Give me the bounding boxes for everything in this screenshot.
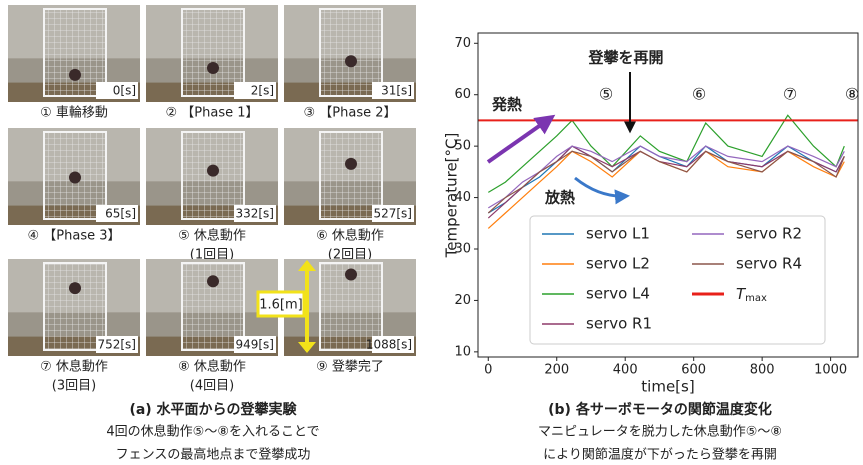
x-tick-label: 400: [613, 363, 638, 378]
legend-label: servo R4: [736, 255, 802, 273]
photo-caption: ⑦ 休息動作: [40, 359, 108, 375]
photo-caption: ① 車輪移動: [40, 105, 108, 121]
photo-panel: 332[s]⑤ 休息動作(1回目): [146, 128, 278, 263]
robot: [69, 282, 81, 294]
photo-caption: ② 【Phase 1】: [165, 106, 258, 121]
photo-panel: 752[s] ⑦ 休息動作 (3回目): [8, 259, 140, 394]
photo-caption: (4回目): [190, 379, 234, 394]
x-tick-label: 1000: [814, 363, 847, 378]
caption-title: (b) 各サーボモータの関節温度変化: [548, 401, 772, 418]
caption-line: により関節温度が下がったら登攀を再開: [543, 447, 777, 463]
photo-caption: ⑨ 登攀完了: [316, 360, 384, 375]
x-axis-label: time[s]: [641, 378, 694, 396]
time-label: 65[s]: [105, 207, 136, 221]
caption-title: (a) 水平面からの登攀実験: [129, 401, 297, 418]
caption-line: フェンスの最高地点まで登攀成功: [116, 447, 311, 463]
robot: [345, 158, 357, 170]
legend-label: servo L4: [586, 285, 650, 303]
y-tick-label: 70: [454, 36, 471, 51]
x-tick-label: 800: [750, 363, 775, 378]
annotation-arrow: [575, 178, 627, 196]
photo-caption: ③ 【Phase 2】: [303, 106, 396, 121]
photo-panel: 2[s] ② 【Phase 1】: [146, 5, 278, 121]
legend-label: servo R1: [586, 315, 652, 333]
photo-panel: 65[s] ④ 【Phase 3】: [8, 128, 140, 244]
page: (a) 水平面からの登攀実験 4回の休息動作⑤〜⑧を入れることで フェンスの最高…: [0, 0, 863, 465]
annotation-arrow: [488, 117, 552, 162]
legend-label: servo L1: [586, 225, 650, 243]
y-tick-label: 20: [454, 293, 471, 308]
photo-caption: (3回目): [52, 379, 96, 394]
photo-panel: 31[s] ③ 【Phase 2】: [284, 5, 416, 121]
annotation: ⑥: [692, 85, 706, 104]
robot: [345, 269, 357, 281]
figure: (a) 水平面からの登攀実験 4回の休息動作⑤〜⑧を入れることで フェンスの最高…: [0, 0, 863, 465]
robot: [345, 55, 357, 67]
photo-caption: ⑥ 休息動作: [316, 228, 384, 244]
robot: [69, 171, 81, 183]
photo-panel: 527[s]⑥ 休息動作(2回目): [284, 128, 416, 263]
robot: [207, 62, 219, 74]
photo-panel: 949[s] ⑧ 休息動作 (4回目): [146, 259, 278, 394]
time-label: 2[s]: [251, 84, 274, 98]
y-tick-label: 60: [454, 87, 471, 102]
time-label: 752[s]: [97, 338, 136, 352]
series-line: [488, 146, 844, 208]
series-line: [488, 151, 844, 213]
photo-caption: ⑤ 休息動作: [178, 228, 246, 244]
time-label: 1088[s]: [366, 338, 412, 352]
legend-label: servo R2: [736, 225, 802, 243]
robot: [69, 69, 81, 81]
time-label: 949[s]: [235, 338, 274, 352]
time-label: 31[s]: [381, 84, 412, 98]
robot: [207, 275, 219, 287]
x-tick-label: 200: [544, 363, 569, 378]
annotation: ⑤: [599, 85, 613, 104]
time-label: 527[s]: [373, 207, 412, 221]
annotation: 放熱: [544, 189, 575, 207]
photo-panel: 0[s] ① 車輪移動: [8, 5, 140, 121]
legend-label: servo L2: [586, 255, 650, 273]
x-tick-label: 600: [681, 363, 706, 378]
caption-line: マニピュレータを脱力した休息動作⑤〜⑧: [538, 424, 782, 440]
time-label: 0[s]: [113, 84, 136, 98]
robot: [207, 165, 219, 177]
annotation: ⑧: [845, 85, 859, 104]
caption-line: 4回の休息動作⑤〜⑧を入れることで: [106, 424, 319, 440]
legend-label-sub: max: [745, 293, 767, 304]
photo-caption: ④ 【Phase 3】: [27, 229, 120, 244]
annotation: 発熱: [491, 96, 522, 114]
photo-caption: ⑧ 休息動作: [178, 359, 246, 375]
y-axis-label: Temperature[°C]: [443, 133, 461, 259]
scale-label: 1.6[m]: [259, 298, 302, 313]
y-tick-label: 10: [454, 344, 471, 359]
series-line: [488, 146, 844, 218]
annotation: ⑦: [783, 85, 797, 104]
photo-panel: 1088[s] ⑨ 登攀完了 1.6[m]: [258, 259, 416, 375]
x-tick-label: 0: [484, 363, 492, 378]
annotation: 登攀を再開: [587, 49, 663, 67]
time-label: 332[s]: [235, 207, 274, 221]
